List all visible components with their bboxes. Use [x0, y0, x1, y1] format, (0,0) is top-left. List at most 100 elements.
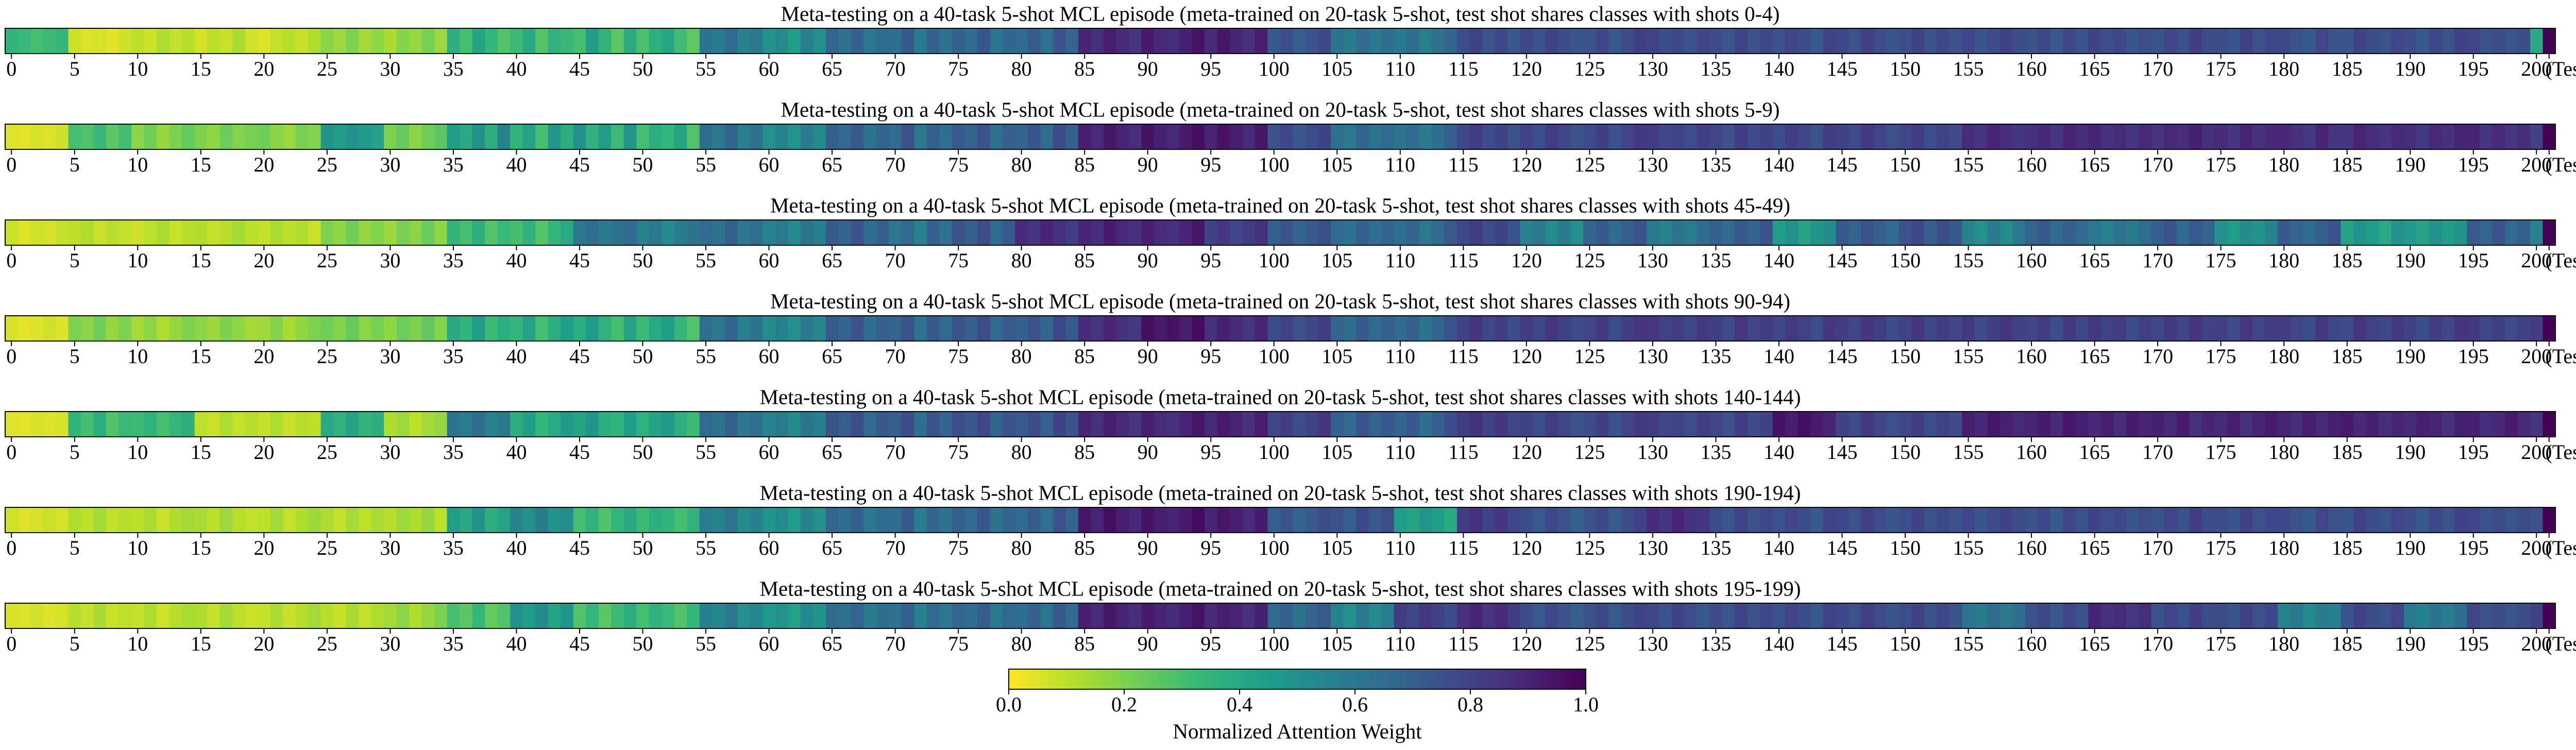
heat-cell [1873, 603, 1887, 628]
heat-cell [460, 603, 473, 628]
heat-cell [2176, 124, 2190, 149]
heat-cell [1899, 507, 1912, 533]
heat-cell [2543, 124, 2556, 149]
heat-cell [194, 507, 208, 533]
heat-cell [207, 603, 221, 628]
heat-cell [1078, 124, 1092, 149]
heat-cell [662, 28, 675, 54]
heat-cell [1027, 220, 1041, 245]
x-tick-label: 150 [1890, 632, 1921, 655]
heat-cell [1318, 316, 1331, 341]
heat-cell [1204, 124, 1218, 149]
heat-cell [825, 316, 839, 341]
heat-cell [2088, 412, 2102, 437]
heat-cell [2113, 603, 2127, 628]
heat-cell [876, 603, 889, 628]
heat-cell [1229, 220, 1243, 245]
row-title: Meta-testing on a 40-task 5-shot MCL epi… [770, 193, 1790, 217]
heat-cell [2530, 124, 2544, 149]
heat-cell [1974, 220, 1988, 245]
x-tick-label: 65 [822, 249, 842, 272]
heat-cell [409, 412, 422, 437]
heat-cell [283, 28, 296, 54]
heat-cell [1810, 28, 1824, 54]
heat-cell [926, 603, 940, 628]
x-tick-label: 165 [2079, 57, 2110, 80]
heat-cell [1204, 28, 1218, 54]
x-tick-label: 165 [2079, 632, 2110, 655]
heat-cell [1192, 603, 1205, 628]
heat-cell [2227, 507, 2240, 533]
heat-cell [1053, 316, 1066, 341]
heat-cell [1116, 124, 1129, 149]
heat-cell [1242, 124, 1256, 149]
heat-cell [2492, 124, 2505, 149]
heat-cell [18, 220, 31, 245]
heat-cell [68, 507, 81, 533]
heat-cell [762, 220, 776, 245]
heat-cell [863, 28, 877, 54]
heat-cell [2063, 412, 2076, 437]
heat-cell [2492, 28, 2505, 54]
heat-cell [2075, 220, 2089, 245]
heat-cell [750, 124, 763, 149]
heat-cell [1810, 603, 1824, 628]
heat-cell [93, 507, 107, 533]
heat-cell [2543, 603, 2556, 628]
heat-cell [1962, 507, 1975, 533]
heat-cell [1267, 220, 1281, 245]
heat-cell [1583, 507, 1597, 533]
x-tick-label: 100 [1259, 153, 1290, 176]
heat-cell [649, 507, 662, 533]
heat-cell [762, 316, 776, 341]
heat-cell [2088, 28, 2102, 54]
heat-cell [522, 412, 536, 437]
heat-cell [1394, 603, 1407, 628]
heat-cell [1999, 316, 2013, 341]
heat-cell [1785, 412, 1799, 437]
heat-cell [157, 603, 170, 628]
heat-cell [2012, 28, 2026, 54]
heat-cell [157, 220, 170, 245]
heat-cell [2265, 28, 2278, 54]
heat-cell [699, 412, 713, 437]
x-tick-label: 90 [1138, 536, 1158, 559]
heat-cell [1166, 28, 1180, 54]
heat-cell [750, 220, 763, 245]
heat-cell [258, 28, 271, 54]
heat-cell [2025, 316, 2038, 341]
heat-cell [1343, 220, 1357, 245]
heat-cell [1634, 603, 1647, 628]
heat-cell [1621, 507, 1634, 533]
heat-cell [825, 412, 839, 437]
heat-cell [1533, 412, 1546, 437]
heat-cell [270, 316, 283, 341]
x-tick-label: 125 [1574, 153, 1605, 176]
x-tick-label: 20 [253, 440, 274, 464]
heat-cell [1318, 412, 1331, 437]
heat-cell [2315, 28, 2329, 54]
heat-cell [1141, 28, 1155, 54]
x-tick-label: 35 [443, 345, 464, 368]
heat-cell [2050, 124, 2063, 149]
heat-cell [1886, 507, 1900, 533]
heat-cell [1242, 316, 1256, 341]
heat-cell [460, 316, 473, 341]
heat-cell [964, 603, 978, 628]
heat-cell [1166, 220, 1180, 245]
heat-cell [548, 316, 561, 341]
x-tick-label: 95 [1200, 57, 1221, 80]
heat-cell [1065, 124, 1079, 149]
heat-cell [1798, 28, 1811, 54]
heat-cell [2038, 28, 2051, 54]
heat-cell [1027, 28, 1041, 54]
heat-cell [2100, 603, 2114, 628]
heat-cell [1419, 28, 1432, 54]
heat-cell [522, 507, 536, 533]
x-tick-label: 50 [633, 249, 653, 272]
heat-cell [346, 220, 359, 245]
x-tick-label: 100 [1259, 57, 1290, 80]
heat-cell [434, 316, 448, 341]
heat-cell [1331, 220, 1344, 245]
heat-cell [1507, 220, 1521, 245]
